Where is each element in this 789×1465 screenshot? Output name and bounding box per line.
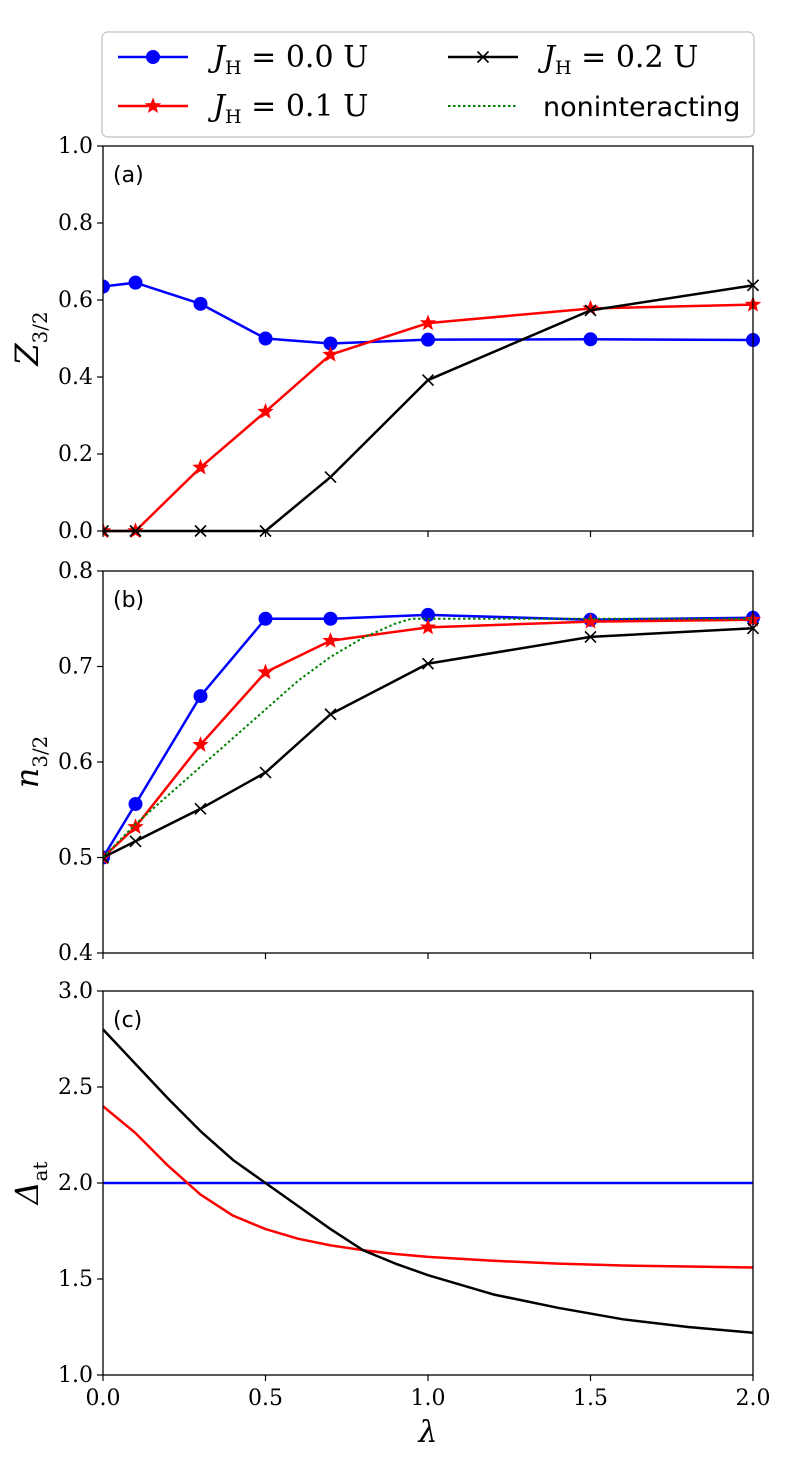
legend-label: JH = 0.1 U [207, 89, 368, 128]
series-group [103, 275, 762, 538]
x-axis-label: λ [417, 1415, 437, 1450]
data-point [193, 296, 208, 311]
legend-entry-1: JH = 0.1 U [118, 89, 368, 128]
y-tick-label: 0.4 [58, 365, 93, 390]
data-point [421, 657, 435, 670]
x-tick-label: 2.0 [736, 1386, 771, 1411]
series-group [103, 1028, 754, 1335]
x-tick-label: 0.0 [86, 1386, 121, 1411]
legend-label: JH = 0.0 U [207, 40, 368, 79]
y-tick-label: 0.6 [58, 288, 93, 313]
y-tick-label: 1.0 [58, 134, 93, 159]
y-tick-label: 1.5 [58, 1267, 93, 1292]
legend-entry-0: JH = 0.0 U [118, 40, 368, 79]
series-line-1 [103, 303, 754, 533]
legend-marker [146, 50, 160, 64]
data-point [194, 802, 207, 815]
panel-label: (c) [113, 1008, 142, 1033]
legend-label: noninteracting [543, 92, 740, 123]
series-line-2 [103, 1028, 754, 1335]
data-point [257, 663, 274, 680]
y-axis-label: Δat [8, 1162, 52, 1207]
y-axis-label: n3/2 [8, 736, 52, 789]
series-line-2 [103, 627, 754, 859]
panel-label: (a) [113, 163, 144, 188]
data-point [129, 835, 142, 848]
y-tick-label: 0.7 [58, 655, 93, 680]
data-point [324, 471, 337, 484]
x-tick-label: 1.5 [573, 1386, 608, 1411]
data-point [584, 630, 597, 643]
data-point [583, 332, 598, 347]
legend: JH = 0.0 UJH = 0.1 UJH = 0.2 Unoninterac… [101, 31, 755, 138]
data-point [257, 403, 274, 419]
data-point [192, 458, 209, 475]
data-point [103, 524, 110, 538]
y-tick-label: 0.2 [58, 442, 93, 467]
legend-marker [144, 97, 162, 113]
data-point [128, 275, 143, 290]
y-axis-label: Z3/2 [8, 311, 52, 366]
y-tick-label: 0.8 [58, 211, 93, 236]
data-point [322, 346, 339, 362]
data-point [421, 374, 435, 387]
data-point [323, 611, 338, 626]
y-tick-label: 2.5 [58, 1075, 93, 1100]
data-point [103, 279, 110, 294]
legend-entry-3: noninteracting [448, 92, 740, 123]
series-line-0 [103, 281, 754, 345]
data-point [193, 689, 208, 704]
data-point [258, 611, 273, 626]
x-tick-label: 1.0 [411, 1386, 446, 1411]
y-tick-label: 0.8 [58, 559, 93, 584]
data-point [259, 766, 272, 779]
y-tick-label: 2.0 [58, 1171, 93, 1196]
data-point [419, 618, 437, 635]
data-point [419, 314, 437, 331]
panel-b: 0.4 0.5 0.6 0.7 0.8 (b) n3/2 [8, 559, 762, 966]
panel-c: 0.0 0.5 1.0 1.5 2.0 1.0 1.5 2.0 2.5 3.0 (c) Δat λ [8, 979, 771, 1450]
legend-frame [101, 31, 755, 138]
series-line-3 [103, 617, 753, 859]
data-point [128, 797, 143, 812]
legend-marker [476, 50, 490, 64]
x-tick-label: 0.5 [248, 1386, 283, 1411]
panel-a: 0.0 0.2 0.4 0.6 0.8 1.0 (a) Z3/2 [8, 134, 762, 544]
y-tick-label: 0.0 [58, 519, 93, 544]
panel-label: (b) [113, 588, 144, 613]
y-tick-label: 1.0 [58, 1363, 93, 1388]
y-tick-label: 0.6 [58, 750, 93, 775]
series-group [103, 607, 762, 865]
y-tick-label: 0.4 [58, 941, 93, 966]
data-point [322, 632, 339, 648]
series-line-1 [103, 1105, 754, 1269]
data-point [584, 304, 597, 317]
data-point [324, 708, 337, 721]
y-tick-label: 3.0 [58, 979, 93, 1004]
data-point [192, 736, 209, 752]
data-point [127, 818, 144, 834]
data-point [258, 331, 273, 346]
data-point [421, 332, 435, 347]
y-tick-label: 0.5 [58, 846, 93, 871]
